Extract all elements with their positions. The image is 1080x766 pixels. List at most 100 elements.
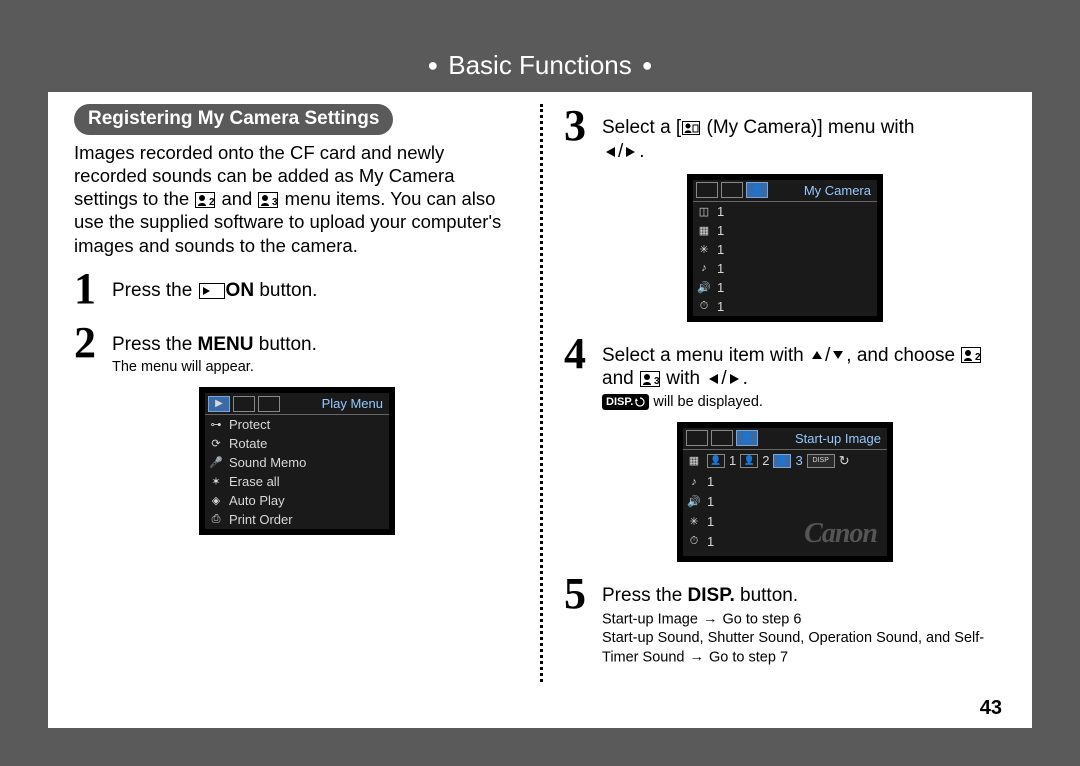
step-5: 5 Press the DISP. button. Start-up Image… xyxy=(564,572,1006,667)
lcd-row: ▦ 👤 1 👤 2 👤 3 DISP ↻ xyxy=(683,450,887,472)
lcd-label: Erase all xyxy=(229,474,280,489)
text: Go to step 6 xyxy=(718,611,801,627)
sound-icon: ⏱ xyxy=(697,300,711,313)
lcd-row: ⏱1 xyxy=(693,297,877,316)
sound-icon: ♪ xyxy=(697,262,711,274)
lcd-title: My Camera xyxy=(804,183,871,198)
lcd-my-camera: 👤 My Camera ◫1 ▦1 ✳1 ♪1 🔊1 ⏱1 xyxy=(687,174,883,322)
lcd-value: 1 xyxy=(707,474,714,489)
svg-text:3: 3 xyxy=(654,376,660,387)
step-number: 4 xyxy=(564,332,592,376)
sound-icon: 🔊 xyxy=(687,495,701,508)
right-column: 3 Select a [ (My Camera)] menu with /. 👤… xyxy=(540,104,1006,720)
chip-num: 3 xyxy=(795,453,802,468)
arrow-right-icon: → xyxy=(703,610,718,629)
chip-num: 2 xyxy=(762,453,769,468)
step-body: Press the MENU button. The menu will app… xyxy=(112,321,317,378)
sound-icon: ✳ xyxy=(687,515,701,528)
erase-icon: ✶ xyxy=(209,475,223,488)
lcd-value: 1 xyxy=(707,514,714,529)
lcd-value: 1 xyxy=(717,261,724,276)
up-arrow-icon xyxy=(810,348,824,362)
page-number: 43 xyxy=(980,697,1002,720)
lcd-row: ♪1 xyxy=(693,259,877,278)
person2-icon: 2 xyxy=(195,192,215,208)
lcd-title: Play Menu xyxy=(322,396,383,411)
key-icon: ⊶ xyxy=(209,418,223,431)
lcd-row: ▦1 xyxy=(693,221,877,240)
lcd-title-bar: 👤 Start-up Image xyxy=(683,428,887,450)
step-sub: Start-up Image → Go to step 6 Start-up S… xyxy=(602,610,1006,667)
step-3: 3 Select a [ (My Camera)] menu with /. xyxy=(564,104,1006,164)
lcd-row: ✳1 xyxy=(693,240,877,259)
step-4: 4 Select a menu item with /, and choose … xyxy=(564,332,1006,412)
lcd-label: Print Order xyxy=(229,512,293,527)
rotate-icon: ⟳ xyxy=(209,437,223,450)
print-icon: ⎙ xyxy=(209,513,223,526)
text: (My Camera)] menu with xyxy=(701,117,914,138)
chip-icon: 👤 xyxy=(773,454,791,468)
chip-icon: 👤 xyxy=(707,454,725,468)
row-chips: 👤 1 👤 2 👤 3 DISP ↻ xyxy=(707,453,850,469)
lcd-label: Auto Play xyxy=(229,493,285,508)
person3-icon: 3 xyxy=(258,192,278,208)
text: and xyxy=(602,368,639,389)
lcd-title-bar: ▶ Play Menu xyxy=(205,393,389,415)
tab-icon xyxy=(696,182,718,198)
tab-icon: ▶ xyxy=(208,396,230,412)
text: choose xyxy=(894,345,961,366)
lcd-play-menu: ▶ Play Menu ⊶Protect ⟳Rotate 🎤Sound Memo… xyxy=(199,387,395,535)
tab-icon xyxy=(258,396,280,412)
text: , and xyxy=(846,345,888,366)
step-body: Press the ON button. xyxy=(112,267,317,303)
sound-icon: ✳ xyxy=(697,243,711,256)
column-divider xyxy=(540,104,543,682)
button-label: ON xyxy=(226,280,255,301)
disp-badge: DISP. xyxy=(602,394,649,410)
image-icon: ▦ xyxy=(697,224,711,237)
tab-icon: 👤 xyxy=(746,182,768,198)
step-body: Press the DISP. button. Start-up Image →… xyxy=(602,572,1006,667)
sound-icon: 🔊 xyxy=(697,281,711,294)
tab-icon: 👤 xyxy=(736,430,758,446)
step-sub: DISP. will be displayed. xyxy=(602,393,1006,412)
section-heading: Registering My Camera Settings xyxy=(74,104,393,135)
chip-num: 1 xyxy=(729,453,736,468)
lcd-row: 🔊1 xyxy=(683,492,887,512)
header-title: Basic Functions xyxy=(448,50,632,81)
step-number: 2 xyxy=(74,321,102,365)
lcd-value: 1 xyxy=(717,204,724,219)
chip-icon: 👤 xyxy=(740,454,758,468)
lcd-label: Rotate xyxy=(229,436,267,451)
header-bar: ● Basic Functions ● xyxy=(48,38,1032,92)
text: Select a menu item with xyxy=(602,345,809,366)
lcd-row: ⎙ Print Order xyxy=(205,510,389,529)
left-arrow-icon xyxy=(603,145,617,159)
lcd-value: 1 xyxy=(717,242,724,257)
mycamera-icon xyxy=(682,121,700,135)
step-body: Select a menu item with /, and choose 2 … xyxy=(602,332,1006,412)
lcd-row: ✶ Erase all xyxy=(205,472,389,491)
image-icon: ▦ xyxy=(687,454,701,467)
mic-icon: 🎤 xyxy=(209,456,223,469)
step-number: 1 xyxy=(74,267,102,311)
person3-icon: 3 xyxy=(640,371,660,387)
text: . xyxy=(639,141,644,162)
lcd-row: ◈ Auto Play xyxy=(205,491,389,510)
svg-text:2: 2 xyxy=(975,352,981,363)
lcd-row: ⟳ Rotate xyxy=(205,434,389,453)
disp-text: DISP. xyxy=(606,395,633,409)
button-label: MENU xyxy=(198,334,254,355)
brand-logo: Canon xyxy=(804,518,877,550)
text: with xyxy=(661,368,705,389)
sound-icon: ⏱ xyxy=(687,535,701,548)
autoplay-icon: ◈ xyxy=(209,494,223,507)
lcd-value: 1 xyxy=(707,494,714,509)
left-arrow-icon xyxy=(706,372,720,386)
intro-mid: and xyxy=(216,188,257,209)
theme-icon: ◫ xyxy=(697,205,711,218)
text: Start-up Image xyxy=(602,611,702,627)
lcd-label: Sound Memo xyxy=(229,455,306,470)
lcd-value: 1 xyxy=(717,223,724,238)
tab-icon xyxy=(686,430,708,446)
